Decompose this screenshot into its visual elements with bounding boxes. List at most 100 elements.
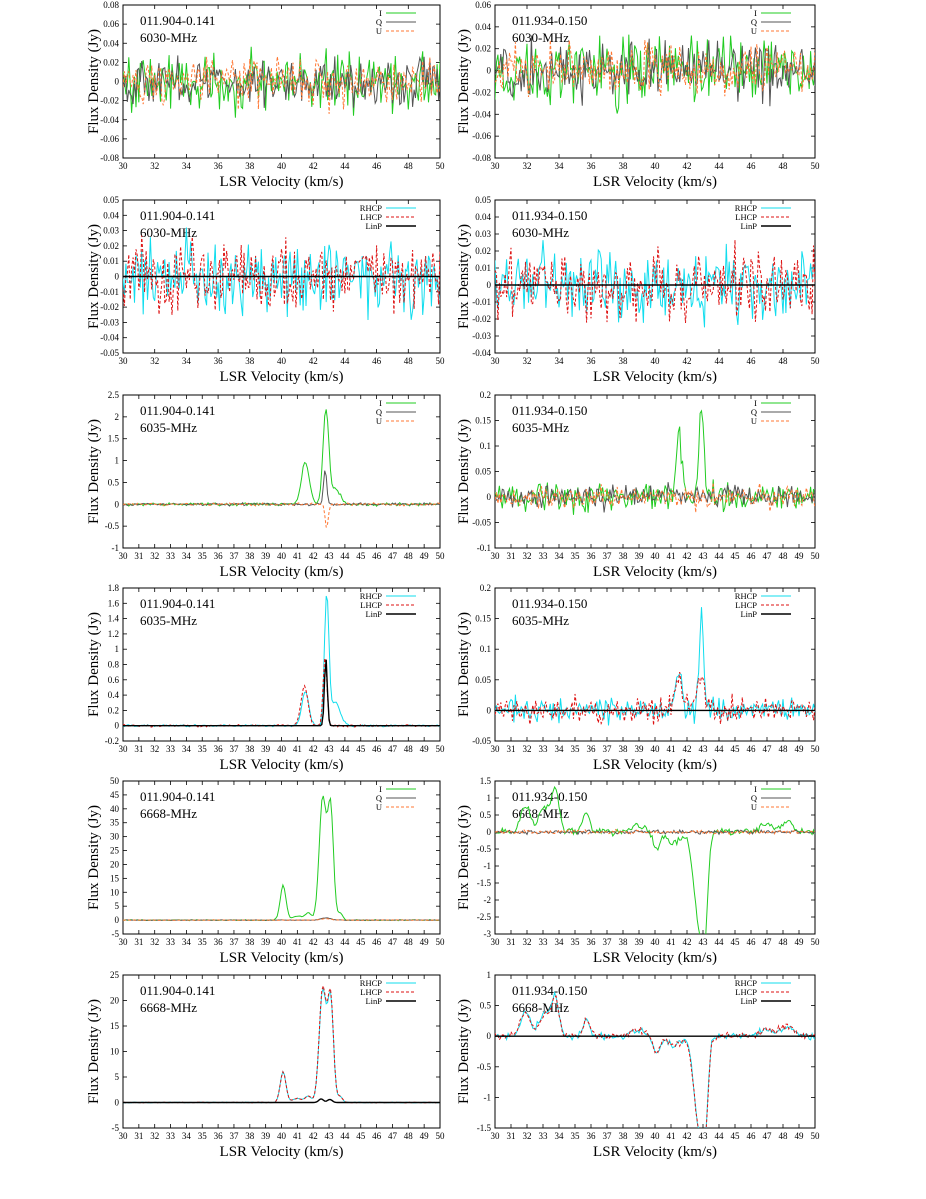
- x-tick-label: 34: [182, 161, 192, 171]
- x-tick-label: 45: [731, 937, 741, 947]
- source-label: 011.904-0.141: [140, 983, 215, 998]
- x-tick-label: 43: [699, 1131, 709, 1141]
- y-tick-label: 0.04: [103, 38, 119, 48]
- y-tick-label: -0.04: [100, 333, 119, 343]
- x-tick-label: 45: [731, 744, 741, 754]
- x-tick-label: 37: [603, 744, 613, 754]
- y-tick-label: 1.4: [108, 614, 120, 624]
- x-tick-label: 49: [795, 937, 805, 947]
- y-tick-label: 0: [115, 721, 120, 731]
- frequency-label: 6668-MHz: [140, 1000, 197, 1015]
- y-tick-label: 10: [110, 1047, 120, 1057]
- y-tick-label: -5: [112, 1123, 120, 1133]
- x-tick-label: 36: [214, 744, 224, 754]
- x-tick-label: 33: [166, 744, 176, 754]
- x-tick-label: 40: [277, 161, 287, 171]
- chart-panel: 30 32 34 36 38 40 42 44 46 48 50 -0.08 -0.06 -0.04 -0.…: [456, 0, 820, 190]
- x-tick-label: 46: [372, 1131, 382, 1141]
- x-tick-label: 35: [198, 1131, 208, 1141]
- series-line-rhcp: [123, 227, 440, 321]
- chart-panel: 30 31 32 33 34 35 36 37 38 39 40 41 42 43 44 45 46 47 48 49…: [86, 583, 445, 773]
- legend-label: U: [376, 416, 382, 426]
- x-axis-label: LSR Velocity (km/s): [593, 564, 717, 580]
- x-tick-label: 50: [436, 937, 446, 947]
- series-line-lhcp: [495, 995, 815, 1128]
- x-axis-label: LSR Velocity (km/s): [593, 1144, 717, 1160]
- x-tick-label: 50: [811, 1131, 821, 1141]
- y-tick-label: 0.04: [475, 22, 491, 32]
- chart-panel: 30 32 34 36 38 40 42 44 46 48 50 -0.08 -0.06 -0.04 -0.…: [86, 0, 445, 190]
- x-tick-label: 30: [491, 551, 501, 561]
- legend-label: Q: [376, 793, 382, 803]
- x-tick-label: 36: [587, 937, 597, 947]
- x-tick-label: 49: [420, 551, 430, 561]
- x-tick-label: 41: [293, 744, 302, 754]
- source-label: 011.904-0.141: [140, 208, 215, 223]
- y-tick-label: 0.2: [480, 390, 491, 400]
- y-axis-label: Flux Density (Jy): [456, 805, 472, 910]
- x-tick-label: 33: [539, 551, 549, 561]
- x-tick-label: 34: [555, 1131, 565, 1141]
- y-tick-label: 2: [115, 412, 120, 422]
- y-tick-label: -1.5: [477, 1123, 492, 1133]
- y-tick-label: 0: [487, 66, 492, 76]
- x-tick-label: 37: [603, 937, 613, 947]
- x-tick-label: 40: [651, 356, 661, 366]
- y-axis-label: Flux Density (Jy): [86, 224, 102, 329]
- x-tick-label: 49: [795, 551, 805, 561]
- x-tick-label: 50: [436, 551, 446, 561]
- y-axis-label: Flux Density (Jy): [86, 999, 102, 1104]
- y-tick-label: 0.05: [475, 467, 491, 477]
- x-tick-label: 44: [340, 937, 350, 947]
- y-tick-label: 30: [110, 832, 120, 842]
- x-tick-label: 43: [699, 937, 709, 947]
- x-axis-label: LSR Velocity (km/s): [220, 174, 344, 190]
- y-tick-label: 0.15: [475, 416, 491, 426]
- y-tick-label: 0.01: [475, 263, 491, 273]
- x-tick-label: 42: [683, 937, 692, 947]
- source-label: 011.934-0.150: [512, 13, 587, 28]
- legend-label: I: [379, 8, 382, 18]
- legend-label: LinP: [740, 996, 757, 1006]
- x-tick-label: 33: [166, 937, 176, 947]
- x-tick-label: 44: [715, 744, 725, 754]
- x-tick-label: 32: [523, 356, 532, 366]
- x-tick-label: 43: [699, 744, 709, 754]
- x-tick-label: 38: [619, 551, 629, 561]
- x-axis-label: LSR Velocity (km/s): [220, 564, 344, 580]
- source-label: 011.934-0.150: [512, 596, 587, 611]
- y-tick-label: 1: [115, 644, 120, 654]
- x-tick-label: 48: [779, 1131, 789, 1141]
- chart-panel: 30 32 34 36 38 40 42 44 46 48 50 -0.05 -0.04 -0.03 -0.…: [86, 195, 445, 385]
- x-tick-label: 45: [356, 937, 366, 947]
- y-tick-label: -0.02: [472, 314, 491, 324]
- series-group: [123, 409, 440, 528]
- x-tick-label: 40: [651, 161, 661, 171]
- y-tick-label: -0.5: [477, 844, 492, 854]
- x-tick-label: 33: [539, 1131, 549, 1141]
- x-tick-label: 47: [763, 937, 773, 947]
- x-tick-label: 39: [635, 744, 645, 754]
- chart-panel: 30 31 32 33 34 35 36 37 38 39 40 41 42 43 44 45 46 47 48 49…: [456, 970, 820, 1160]
- y-tick-label: 1.2: [108, 629, 119, 639]
- x-tick-label: 43: [325, 744, 335, 754]
- x-tick-label: 34: [182, 551, 192, 561]
- x-tick-label: 41: [293, 551, 302, 561]
- x-tick-label: 34: [555, 161, 565, 171]
- legend-label: Q: [376, 17, 382, 27]
- frequency-label: 6030-MHz: [140, 30, 197, 45]
- y-tick-label: -0.03: [100, 317, 119, 327]
- x-tick-label: 38: [619, 1131, 629, 1141]
- y-tick-label: 0: [115, 915, 120, 925]
- x-tick-label: 46: [747, 551, 757, 561]
- y-tick-label: -1: [112, 543, 120, 553]
- x-tick-label: 39: [261, 1131, 271, 1141]
- x-tick-label: 31: [134, 744, 143, 754]
- legend-label: U: [751, 802, 757, 812]
- x-tick-label: 36: [214, 161, 224, 171]
- x-tick-label: 36: [587, 744, 597, 754]
- source-label: 011.934-0.150: [512, 983, 587, 998]
- x-tick-label: 42: [309, 356, 318, 366]
- series-group: [495, 34, 815, 114]
- y-tick-label: 0.5: [108, 477, 120, 487]
